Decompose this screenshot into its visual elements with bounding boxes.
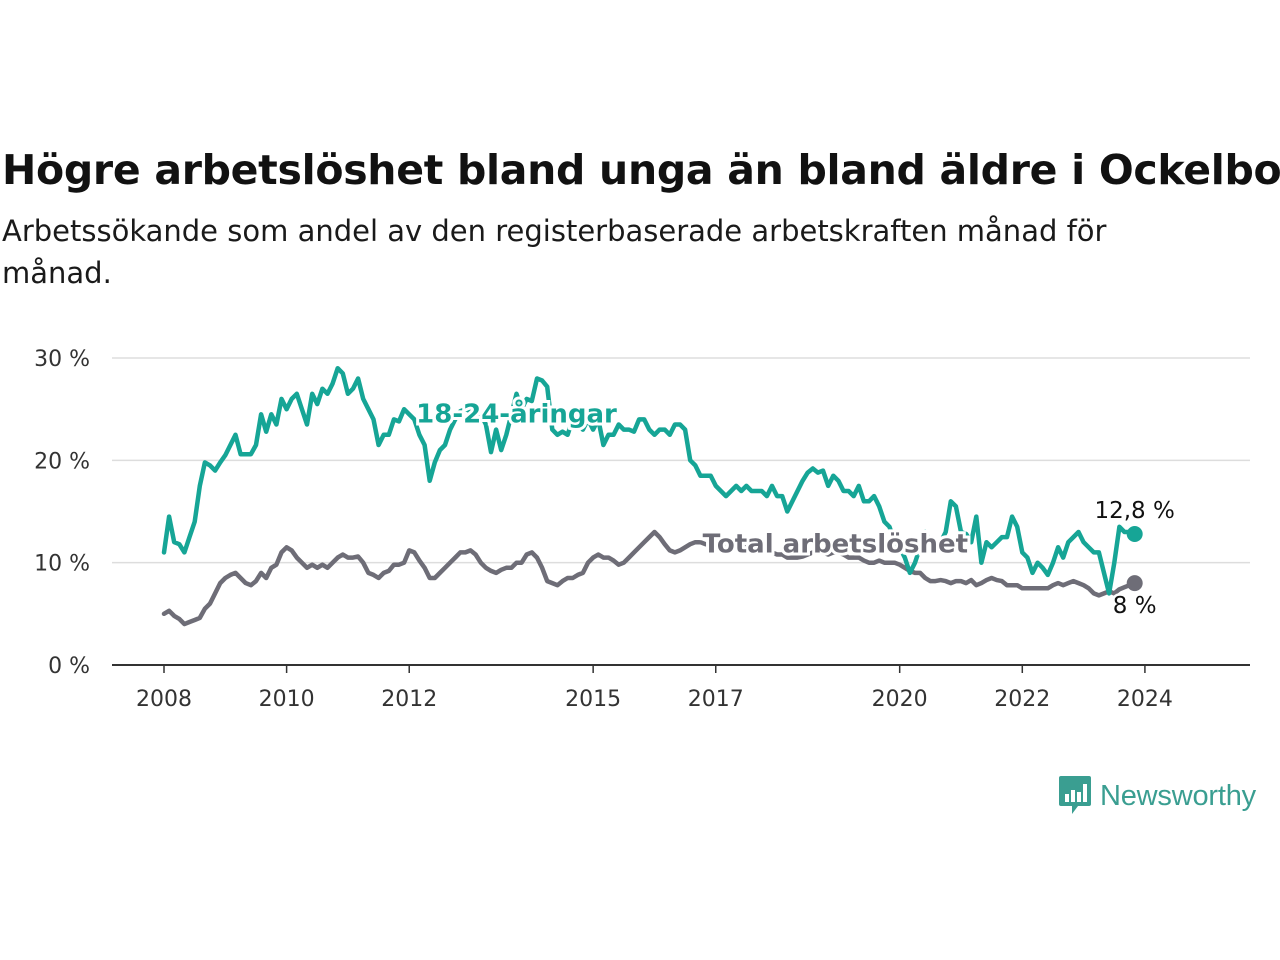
chart-subtitle: Arbetssökande som andel av den registerb… [2,214,1107,290]
series-label-youth: 18-24-åringar [416,397,617,429]
newsworthy-logo[interactable]: Newsworthy [1058,774,1256,818]
x-tick-label: 2024 [1117,687,1173,712]
chart-title: Högre arbetslöshet bland unga än bland ä… [2,146,1280,194]
y-tick-label: 0 % [48,654,90,679]
y-tick-label: 20 % [34,449,90,474]
x-tick-label: 2022 [994,687,1050,712]
newsworthy-logo-text: Newsworthy [1100,779,1256,812]
x-tick-label: 2017 [688,687,744,712]
end-label-youth: 12,8 % [1094,498,1174,524]
y-tick-label: 30 % [34,347,90,372]
series-line-total [161,529,1137,627]
newsworthy-chart-bubble-icon [1059,776,1091,814]
x-tick-label: 2012 [381,687,437,712]
line-chart: 0 % 10 % 20 % 30 % 2008 2010 2012 2015 2017 2020 2… [34,347,1250,712]
x-tick-label: 2010 [259,687,315,712]
end-dot-youth [1126,526,1143,543]
end-label-total: 8 % [1113,593,1157,619]
series-line-youth [161,365,1137,596]
x-tick-label: 2008 [136,687,192,712]
end-dot-total [1126,575,1143,592]
x-tick-label: 2015 [565,687,621,712]
x-tick-label: 2020 [872,687,928,712]
y-tick-label: 10 % [34,552,90,577]
series-label-total: Total arbetslöshet [703,529,968,559]
